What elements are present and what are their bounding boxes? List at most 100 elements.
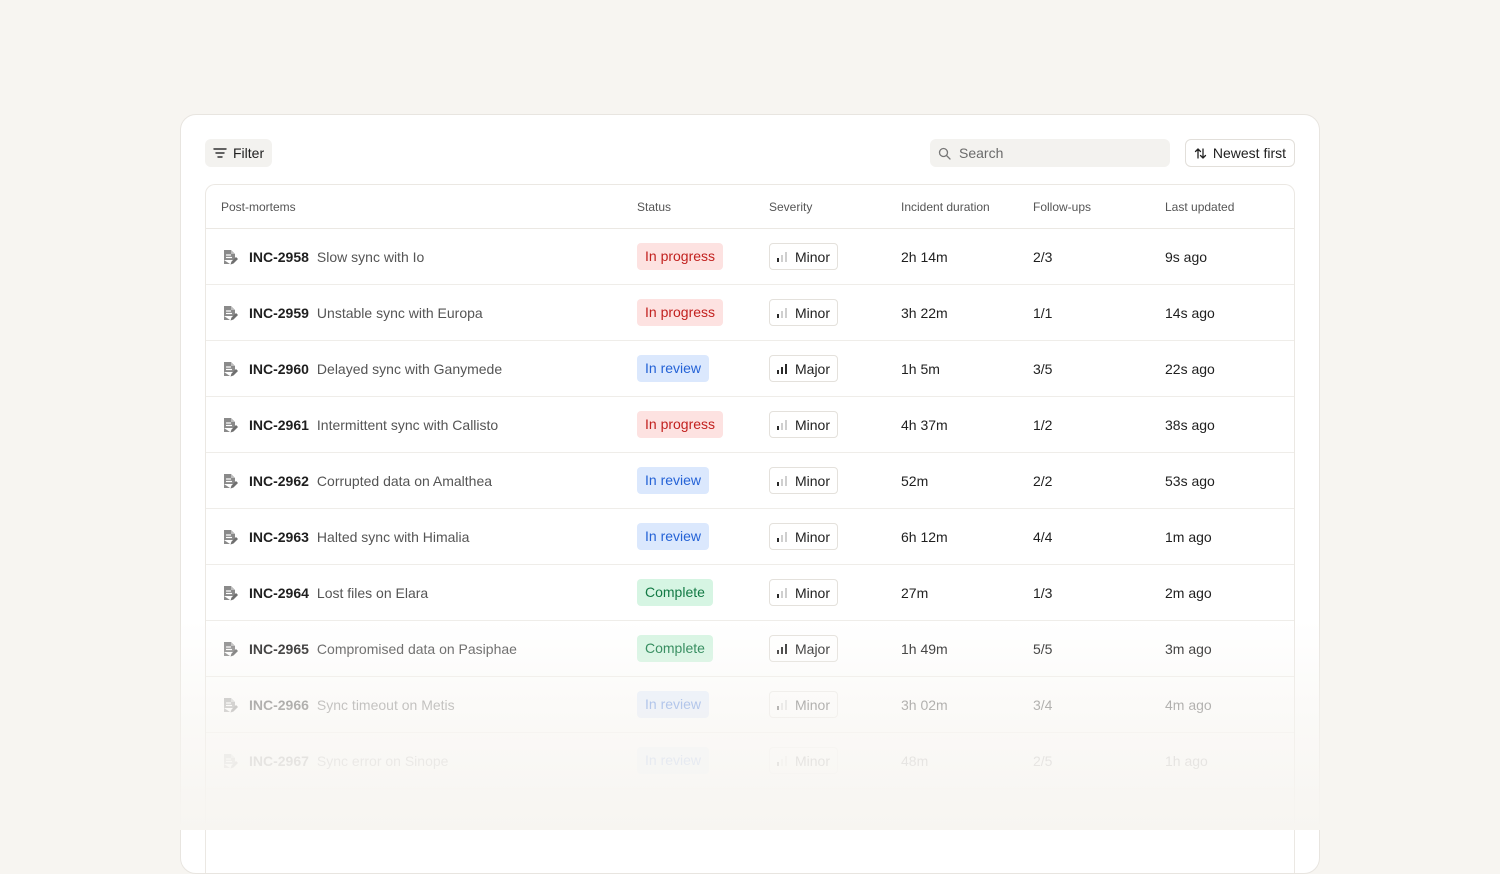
incident-title[interactable]: Sync error on Sinope [316,752,449,769]
follow-ups-cell: 1/1 [1033,304,1053,321]
incident-title[interactable]: Sync timeout on Metis [316,696,455,713]
incident-title[interactable]: Compromised data on Pasiphae [316,640,517,657]
incident-title[interactable]: Delayed sync with Ganymede [316,360,503,377]
incident-id[interactable]: INC-2959 [249,304,309,321]
signal-bars-icon [777,307,787,318]
severity-selector[interactable]: Minor [769,579,839,606]
incident-title[interactable]: Unstable sync with Europa [316,304,483,321]
column-header-follow-ups[interactable]: Follow-ups [1033,199,1092,214]
incident-id[interactable]: INC-2960 [249,360,309,377]
incident-id[interactable]: INC-2966 [249,696,309,713]
table-row[interactable]: INC-2958 Slow sync with Io In progress M… [206,229,1294,285]
document-edit-icon [224,473,238,488]
column-header-last-updated[interactable]: Last updated [1165,199,1235,214]
table-row[interactable]: INC-2965 Compromised data on Pasiphae Co… [206,621,1294,677]
status-cell: In progress [637,229,724,284]
incident-title[interactable]: Corrupted data on Amalthea [316,472,493,489]
duration-cell: 4h 37m [901,416,948,433]
severity-cell: Major [769,621,839,676]
incident-id[interactable]: INC-2963 [249,528,309,545]
document-edit-icon [224,417,238,432]
table-row[interactable]: INC-2960 Delayed sync with Ganymede In r… [206,341,1294,397]
severity-selector[interactable]: Minor [769,691,839,718]
signal-bars-icon [777,587,787,598]
document-edit-icon [224,697,238,712]
incident-id[interactable]: INC-2962 [249,472,309,489]
incident-id[interactable]: INC-2965 [249,640,309,657]
status-badge[interactable]: In review [637,747,710,774]
search-box[interactable] [930,139,1170,167]
duration-cell: 48m [901,752,929,769]
table-row[interactable]: INC-2967 Sync error on Sinope In review … [206,733,1294,789]
status-badge[interactable]: Complete [637,635,713,662]
table-row[interactable]: INC-2961 Intermittent sync with Callisto… [206,397,1294,453]
incident-id[interactable]: INC-2961 [249,416,309,433]
incident-id[interactable]: INC-2967 [249,752,309,769]
post-mortems-card: Filter Newest first Post-mortems Status … [180,114,1320,874]
status-badge[interactable]: Complete [637,579,713,606]
status-badge[interactable]: In review [637,355,710,382]
table-header: Post-mortems Status Severity Incident du… [206,185,1294,229]
incident-id[interactable]: INC-2958 [249,248,309,265]
severity-selector[interactable]: Minor [769,243,839,270]
status-badge[interactable]: In progress [637,411,724,438]
table-row[interactable]: INC-2962 Corrupted data on Amalthea In r… [206,453,1294,509]
incident-title[interactable]: Intermittent sync with Callisto [316,416,499,433]
severity-selector[interactable]: Minor [769,523,839,550]
column-header-severity[interactable]: Severity [769,199,813,214]
document-edit-icon [224,361,238,376]
post-mortems-table: Post-mortems Status Severity Incident du… [205,184,1295,873]
table-row[interactable]: INC-2964 Lost files on Elara Complete Mi… [206,565,1294,621]
table-row[interactable]: INC-2966 Sync timeout on Metis In review… [206,677,1294,733]
severity-selector[interactable]: Major [769,355,839,382]
search-input[interactable] [957,144,1161,162]
post-mortem-cell: INC-2963 Halted sync with Himalia [221,509,469,564]
severity-selector[interactable]: Minor [769,299,839,326]
status-badge[interactable]: In progress [637,299,724,326]
filter-label: Filter [233,145,265,161]
sort-button[interactable]: Newest first [1184,139,1295,167]
status-badge[interactable]: In review [637,691,710,718]
status-badge[interactable]: In progress [637,243,724,270]
severity-selector[interactable]: Major [769,635,839,662]
filter-button[interactable]: Filter [205,139,273,167]
table-row[interactable]: INC-2963 Halted sync with Himalia In rev… [206,509,1294,565]
duration-cell: 1h 5m [901,360,940,377]
severity-selector[interactable]: Minor [769,411,839,438]
severity-cell: Major [769,341,839,396]
incident-id[interactable]: INC-2964 [249,584,309,601]
status-cell: Complete [637,565,713,620]
incident-title[interactable]: Slow sync with Io [316,248,425,265]
duration-cell: 2h 14m [901,248,948,265]
severity-cell: Minor [769,397,839,452]
status-cell: In progress [637,397,724,452]
severity-label: Minor [795,528,831,545]
post-mortem-cell: INC-2962 Corrupted data on Amalthea [221,453,492,508]
last-updated-cell: 1h ago [1165,752,1208,769]
table-row[interactable]: INC-2959 Unstable sync with Europa In pr… [206,285,1294,341]
incident-title[interactable]: Lost files on Elara [316,584,429,601]
severity-cell: Minor [769,509,839,564]
last-updated-cell: 3m ago [1165,640,1212,657]
duration-cell: 6h 12m [901,528,948,545]
incident-title[interactable]: Halted sync with Himalia [316,528,470,545]
post-mortem-cell: INC-2960 Delayed sync with Ganymede [221,341,502,396]
signal-bars-icon [777,363,787,374]
severity-label: Minor [795,304,831,321]
follow-ups-cell: 1/3 [1033,584,1053,601]
status-badge[interactable]: In review [637,523,710,550]
status-cell: In review [637,453,710,508]
severity-selector[interactable]: Minor [769,467,839,494]
last-updated-cell: 53s ago [1165,472,1215,489]
severity-selector[interactable]: Minor [769,747,839,774]
column-header-post-mortems[interactable]: Post-mortems [221,199,296,214]
column-header-duration[interactable]: Incident duration [901,199,990,214]
post-mortem-cell: INC-2961 Intermittent sync with Callisto [221,397,498,452]
document-edit-icon [224,585,238,600]
signal-bars-icon [777,475,787,486]
status-badge[interactable]: In review [637,467,710,494]
severity-label: Minor [795,752,831,769]
sort-arrows-icon [1194,147,1207,159]
severity-cell: Minor [769,733,839,788]
column-header-status[interactable]: Status [637,199,672,214]
